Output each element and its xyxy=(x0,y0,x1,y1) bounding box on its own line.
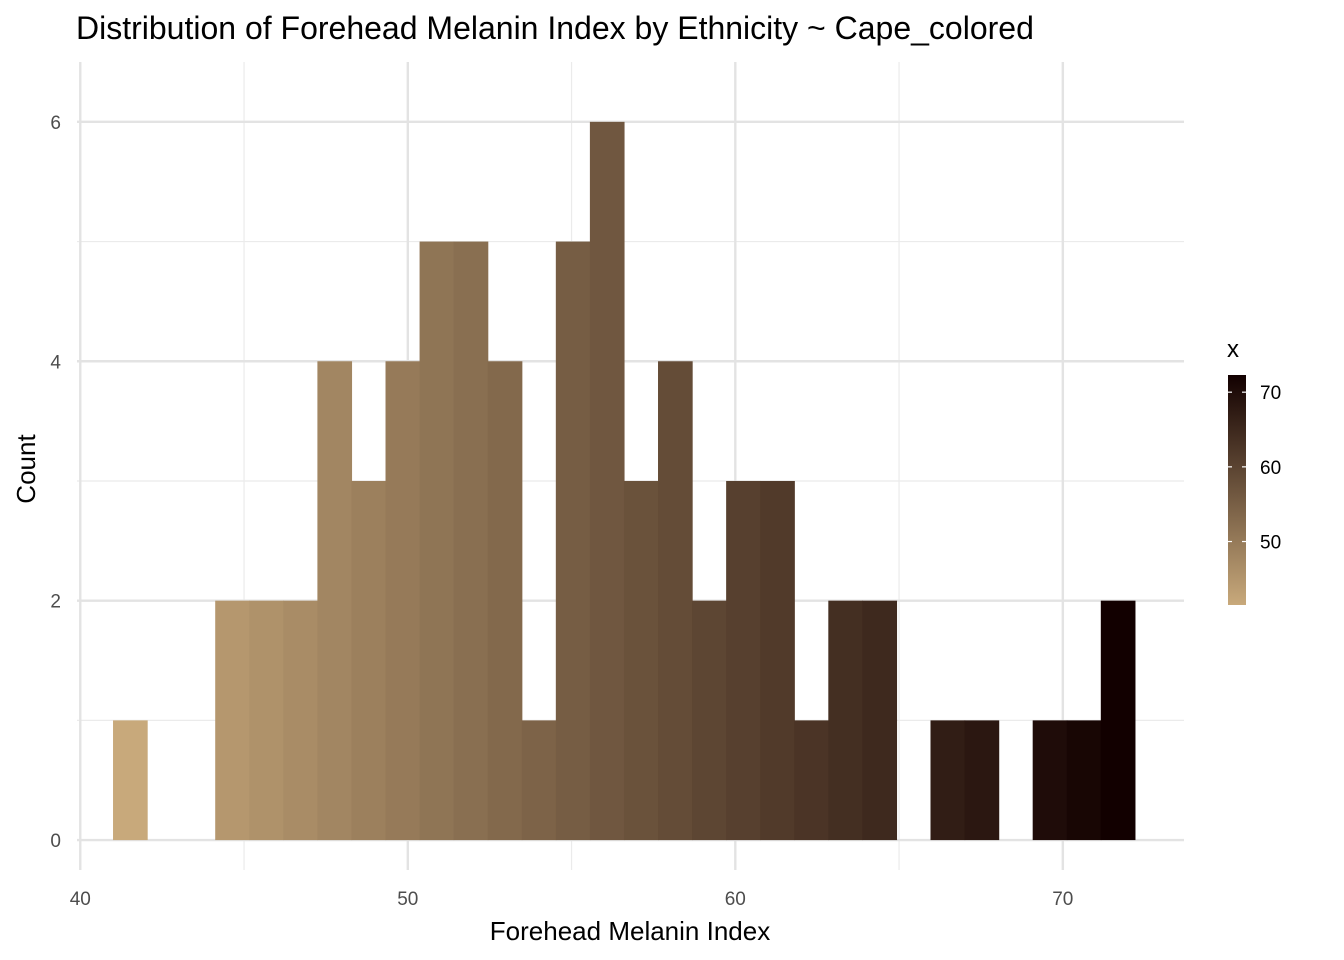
histogram-bar xyxy=(726,480,761,841)
y-tick-label: 0 xyxy=(50,831,61,852)
legend-colorbar xyxy=(1228,375,1246,605)
histogram-bar xyxy=(283,600,318,841)
histogram-bar xyxy=(351,480,387,841)
histogram-bar xyxy=(623,480,659,841)
histogram-bar xyxy=(692,600,727,841)
chart-title: Distribution of Forehead Melanin Index b… xyxy=(76,10,1034,46)
histogram-bar xyxy=(555,241,591,841)
x-tick-label: 60 xyxy=(725,889,746,910)
histogram-bar xyxy=(760,480,795,841)
histogram-bar xyxy=(1032,720,1068,841)
histogram-bar xyxy=(794,720,829,841)
histogram-bar xyxy=(1066,720,1102,841)
legend-ticks: 50 60 70 xyxy=(1228,383,1281,554)
histogram-bar xyxy=(249,600,284,841)
histogram-bar xyxy=(658,361,693,841)
histogram-bar xyxy=(487,361,523,841)
histogram-bars xyxy=(113,121,1136,841)
histogram-bar xyxy=(862,600,898,841)
histogram-bar xyxy=(385,361,421,841)
y-tick-label: 2 xyxy=(50,592,61,613)
histogram-bar xyxy=(828,600,863,841)
histogram-bar xyxy=(113,720,148,841)
histogram-bar xyxy=(930,720,966,841)
color-legend: x 50 60 70 xyxy=(1227,336,1281,605)
legend-tick-label: 50 xyxy=(1260,533,1281,554)
histogram-bar xyxy=(521,720,557,841)
histogram-bar xyxy=(453,241,489,841)
legend-title: x xyxy=(1227,336,1239,363)
y-tick-label: 4 xyxy=(50,352,61,373)
legend-tick-label: 60 xyxy=(1260,458,1281,479)
histogram-bar xyxy=(215,600,250,841)
x-tick-label: 70 xyxy=(1052,889,1073,910)
x-tick-label: 50 xyxy=(397,889,418,910)
y-axis-title: Count xyxy=(11,434,41,504)
histogram-bar xyxy=(964,720,1000,841)
x-axis-title: Forehead Melanin Index xyxy=(490,916,770,946)
y-tick-label: 6 xyxy=(50,113,61,134)
legend-tick-label: 70 xyxy=(1260,383,1281,404)
axis-tick-labels: 40 50 60 70 0 2 4 6 xyxy=(50,113,1073,910)
x-tick-label: 40 xyxy=(70,889,91,910)
histogram-bar xyxy=(589,121,625,841)
histogram-bar xyxy=(317,361,353,841)
histogram-bar xyxy=(419,241,455,841)
histogram-bar xyxy=(1100,600,1136,841)
